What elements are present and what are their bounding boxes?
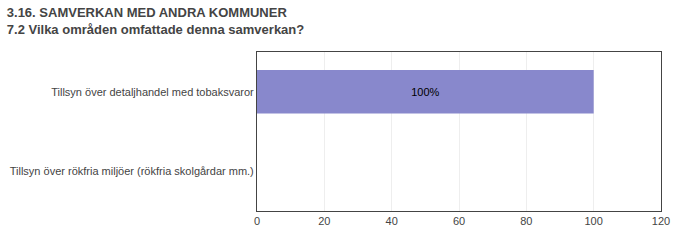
svg-text:80: 80 [520,215,532,227]
svg-text:Tillsyn över detaljhandel med: Tillsyn över detaljhandel med tobaksvaro… [51,86,254,98]
svg-text:3.16. SAMVERKAN MED ANDRA KOMM: 3.16. SAMVERKAN MED ANDRA KOMMUNER7.2 Vi… [7,5,304,37]
svg-text:Tillsyn över rökfria miljöer (: Tillsyn över rökfria miljöer (rökfria sk… [10,165,254,177]
svg-text:60: 60 [453,215,465,227]
svg-text:100: 100 [584,215,602,227]
svg-text:100%: 100% [411,86,439,98]
svg-text:120: 120 [652,215,670,227]
svg-text:20: 20 [318,215,330,227]
svg-text:0: 0 [254,215,260,227]
svg-text:40: 40 [386,215,398,227]
